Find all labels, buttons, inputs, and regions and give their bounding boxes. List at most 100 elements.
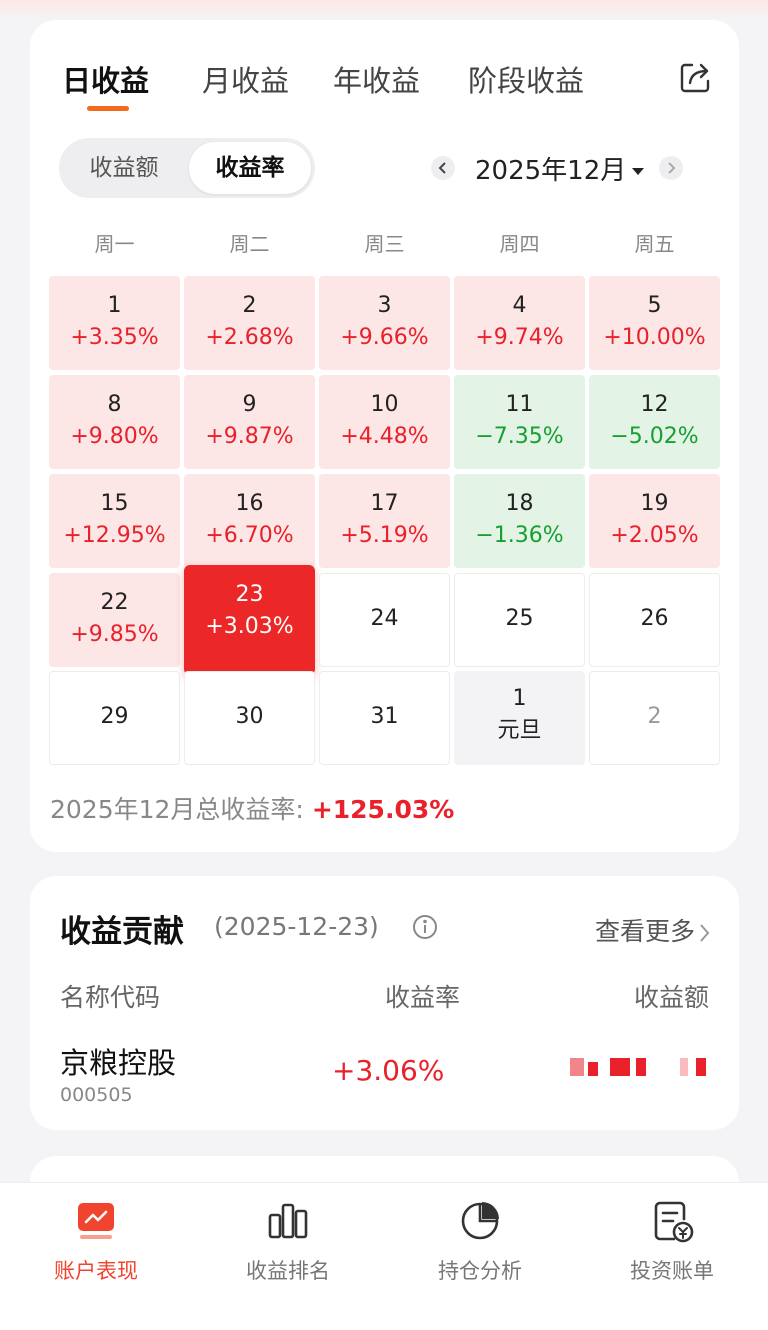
next-month-button[interactable] [659, 156, 683, 180]
calendar-day-number: 2 [647, 704, 662, 729]
calendar-day-cell[interactable]: 1 +3.35% [49, 276, 180, 370]
monthly-total-label: 2025年12月总收益率: [50, 795, 304, 824]
view-more-label: 查看更多 [594, 917, 695, 946]
calendar-day-number: 4 [512, 293, 527, 318]
calendar-day-return: +12.95% [63, 523, 166, 548]
status-area [0, 0, 768, 22]
column-header-rate: 收益率 [385, 983, 461, 1012]
trend-chart-icon [78, 1203, 114, 1239]
calendar-day-cell[interactable]: 23 +3.03% [184, 565, 315, 675]
weekday-label: 周三 [364, 232, 405, 256]
calendar-day-cell[interactable]: 11 −7.35% [454, 375, 585, 469]
bill-icon [654, 1201, 694, 1243]
calendar-day-number: 17 [370, 491, 399, 516]
calendar-day-cell[interactable]: 3 +9.66% [319, 276, 450, 370]
calendar-day-return: −5.02% [610, 424, 699, 449]
calendar-day-cell[interactable]: 5 +10.00% [589, 276, 720, 370]
stock-return-rate: +3.06% [332, 1054, 445, 1087]
calendar-day-cell[interactable]: 26 [589, 573, 720, 667]
calendar-day-return: −7.35% [475, 424, 564, 449]
calendar-day-number: 25 [505, 606, 534, 631]
metric-toggle: 收益额 收益率 [59, 138, 315, 198]
tab-period[interactable]: 阶段收益 [468, 64, 585, 98]
tab-monthly[interactable]: 月收益 [202, 64, 290, 98]
holiday-label: 元旦 [497, 718, 542, 743]
section-date: (2025-12-23) [214, 912, 379, 941]
chevron-down-icon [632, 168, 645, 175]
contribution-card: 收益贡献 (2025-12-23) 查看更多 名称代码 收益率 收益额 京粮控股… [30, 876, 739, 1130]
monthly-total: 2025年12月总收益率: +125.03% [50, 790, 454, 826]
calendar-day-number: 26 [640, 606, 669, 631]
column-header-name: 名称代码 [60, 983, 161, 1012]
calendar-day-return: +9.66% [340, 325, 429, 350]
calendar-day-number: 24 [370, 606, 399, 631]
calendar-day-number: 8 [107, 392, 122, 417]
calendar-day-number: 1 [107, 293, 122, 318]
calendar-day-cell[interactable]: 16 +6.70% [184, 474, 315, 568]
active-tab-indicator [87, 106, 129, 111]
calendar-day-return: +5.19% [340, 523, 429, 548]
calendar-day-return: +3.35% [70, 325, 159, 350]
info-icon[interactable] [412, 914, 438, 940]
calendar-day-number: 30 [235, 704, 264, 729]
view-more-link[interactable]: 查看更多 [595, 912, 711, 948]
calendar-day-cell[interactable]: 29 [49, 671, 180, 765]
weekday-header: 周一 周二 周三 周四 周五 [49, 228, 720, 258]
calendar-day-return: +2.05% [610, 523, 699, 548]
section-title: 收益贡献 [60, 914, 184, 950]
nav-label: 持仓分析 [438, 1259, 522, 1283]
toggle-amount[interactable]: 收益额 [89, 155, 159, 181]
calendar-day-number: 3 [377, 293, 392, 318]
share-icon[interactable] [677, 60, 713, 96]
calendar-day-number: 15 [100, 491, 129, 516]
calendar-day-cell[interactable]: 2 [589, 671, 720, 765]
prev-month-button[interactable] [431, 156, 455, 180]
calendar-day-cell[interactable]: 22 +9.85% [49, 573, 180, 667]
calendar-day-number: 12 [640, 392, 669, 417]
weekday-label: 周四 [499, 232, 540, 256]
calendar-day-cell[interactable]: 9 +9.87% [184, 375, 315, 469]
bottom-navigation: 账户表现 收益排名 持仓分析 投资账单 [0, 1182, 768, 1330]
toggle-rate[interactable]: 收益率 [189, 142, 311, 194]
stock-code: 000505 [60, 1084, 133, 1106]
calendar-day-cell[interactable]: 1 元旦 [454, 671, 585, 765]
calendar-day-cell[interactable]: 10 +4.48% [319, 375, 450, 469]
tab-yearly[interactable]: 年收益 [333, 64, 421, 98]
nav-account-performance[interactable]: 账户表现 [0, 1197, 192, 1285]
calendar-day-cell[interactable]: 18 −1.36% [454, 474, 585, 568]
calendar-day-number: 22 [100, 590, 129, 615]
nav-holdings-analysis[interactable]: 持仓分析 [384, 1197, 576, 1285]
calendar-day-cell[interactable]: 31 [319, 671, 450, 765]
calendar-day-return: +9.74% [475, 325, 564, 350]
calendar-day-number: 2 [242, 293, 257, 318]
calendar-day-return: +9.87% [205, 424, 294, 449]
calendar-day-cell[interactable]: 12 −5.02% [589, 375, 720, 469]
calendar-day-cell[interactable]: 2 +2.68% [184, 276, 315, 370]
calendar-day-cell[interactable]: 19 +2.05% [589, 474, 720, 568]
period-tabs: 日收益 月收益 年收益 阶段收益 [62, 58, 702, 114]
nav-label: 账户表现 [54, 1259, 138, 1283]
calendar-day-number: 11 [505, 392, 534, 417]
calendar-day-cell[interactable]: 4 +9.74% [454, 276, 585, 370]
calendar-day-cell[interactable]: 24 [319, 573, 450, 667]
calendar-day-number: 10 [370, 392, 399, 417]
tab-daily[interactable]: 日收益 [62, 64, 150, 98]
calendar-day-return: +2.68% [205, 325, 294, 350]
calendar-day-cell[interactable]: 15 +12.95% [49, 474, 180, 568]
calendar-day-number: 5 [647, 293, 662, 318]
calendar-day-return: +9.80% [70, 424, 159, 449]
calendar-day-return: +3.03% [205, 614, 294, 639]
nav-return-ranking[interactable]: 收益排名 [192, 1197, 384, 1285]
calendar-day-number: 31 [370, 704, 399, 729]
calendar-day-cell[interactable]: 30 [184, 671, 315, 765]
stock-name[interactable]: 京粮控股 [60, 1046, 177, 1080]
calendar-day-number: 9 [242, 392, 257, 417]
nav-investment-bill[interactable]: 投资账单 [576, 1197, 768, 1285]
month-selector[interactable]: 2025年12月 [475, 150, 645, 187]
calendar-day-cell[interactable]: 8 +9.80% [49, 375, 180, 469]
weekday-label: 周一 [94, 232, 135, 256]
calendar-day-cell[interactable]: 25 [454, 573, 585, 667]
calendar-day-return: +10.00% [603, 325, 706, 350]
calendar-day-cell[interactable]: 17 +5.19% [319, 474, 450, 568]
column-header-amount: 收益额 [633, 983, 709, 1012]
